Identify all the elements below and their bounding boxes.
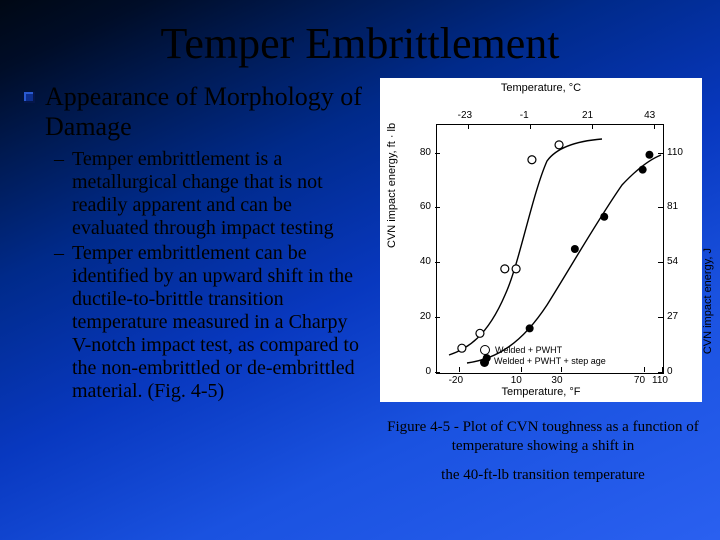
- sub-item: – Temper embrittlement can be identified…: [54, 242, 364, 403]
- data-point-filled: [645, 151, 653, 159]
- tick-label-right: 27: [667, 311, 678, 322]
- bottom-axis-label: Temperature, °F: [380, 386, 702, 398]
- curves-svg: [437, 125, 663, 373]
- tick-label-left: 80: [420, 147, 431, 158]
- dash-icon: –: [54, 148, 66, 171]
- tick-label-right: 81: [667, 201, 678, 212]
- tick-label-left: 20: [420, 311, 431, 322]
- heading-text: Appearance of Morphology of Damage: [45, 82, 364, 142]
- tick-label-bottom: 110: [652, 375, 668, 386]
- top-axis-label: Temperature, °C: [380, 82, 702, 94]
- sub-item: – Temper embrittlement is a metallurgica…: [54, 148, 364, 240]
- legend-row: Welded + PWHT: [480, 345, 606, 357]
- figure-caption: Figure 4-5 - Plot of CVN toughness as a …: [378, 418, 708, 484]
- legend: Welded + PWHT Welded + PWHT + step age: [480, 345, 606, 368]
- tick-label-top: 21: [582, 110, 593, 121]
- data-point-open: [555, 141, 563, 149]
- tick-label-top: 43: [644, 110, 655, 121]
- tick-label-left: 0: [425, 366, 431, 377]
- tick-label-bottom: 70: [634, 375, 645, 386]
- tick-label-top: -1: [520, 110, 529, 121]
- tick-label-left: 40: [420, 256, 431, 267]
- heading-row: Appearance of Morphology of Damage: [24, 82, 364, 142]
- data-point-open: [528, 156, 536, 164]
- curve-filled: [467, 155, 661, 363]
- slide-title: Temper Embrittlement: [0, 18, 720, 69]
- legend-row: Welded + PWHT + step age: [480, 356, 606, 368]
- tick-label-bottom: 10: [511, 375, 522, 386]
- tick-label-bottom: 30: [551, 375, 562, 386]
- dash-icon: –: [54, 242, 66, 265]
- legend-label-2: Welded + PWHT + step age: [494, 356, 606, 368]
- caption-line-1: Figure 4-5 - Plot of CVN toughness as a …: [387, 419, 699, 454]
- tick-label-right: 54: [667, 256, 678, 267]
- data-point-open: [458, 344, 466, 352]
- bullet-square-icon: [24, 92, 35, 103]
- filled-markers: [483, 151, 654, 362]
- legend-label-1: Welded + PWHT: [495, 345, 562, 357]
- data-point-filled: [526, 324, 534, 332]
- filled-circle-icon: [480, 358, 489, 367]
- curve-open: [449, 139, 602, 355]
- sub-text-1: Temper embrittlement is a metallurgical …: [72, 148, 364, 240]
- data-point-open: [501, 265, 509, 273]
- chart-figure: Temperature, °C Temperature, °F CVN impa…: [380, 78, 702, 402]
- data-point-open: [512, 265, 520, 273]
- right-axis-label: CVN impact energy, J: [702, 248, 714, 354]
- plot-area: [436, 124, 664, 374]
- data-point-filled: [600, 213, 608, 221]
- tick-label-top: -23: [458, 110, 472, 121]
- tick-label-bottom: -20: [449, 375, 463, 386]
- open-circle-icon: [480, 345, 490, 355]
- caption-gap: [378, 456, 708, 466]
- content-block: Appearance of Morphology of Damage – Tem…: [24, 82, 364, 405]
- open-markers: [458, 141, 563, 352]
- data-point-filled: [639, 166, 647, 174]
- data-point-open: [476, 329, 484, 337]
- data-point-filled: [571, 245, 579, 253]
- tick-label-right: 110: [667, 147, 683, 158]
- tick-label-left: 60: [420, 201, 431, 212]
- left-axis-label: CVN impact energy, ft · lb: [386, 123, 398, 248]
- slide: Temper Embrittlement Appearance of Morph…: [0, 0, 720, 540]
- caption-line-2: the 40-ft-lb transition temperature: [441, 467, 645, 483]
- sub-text-2: Temper embrittlement can be identified b…: [72, 242, 364, 403]
